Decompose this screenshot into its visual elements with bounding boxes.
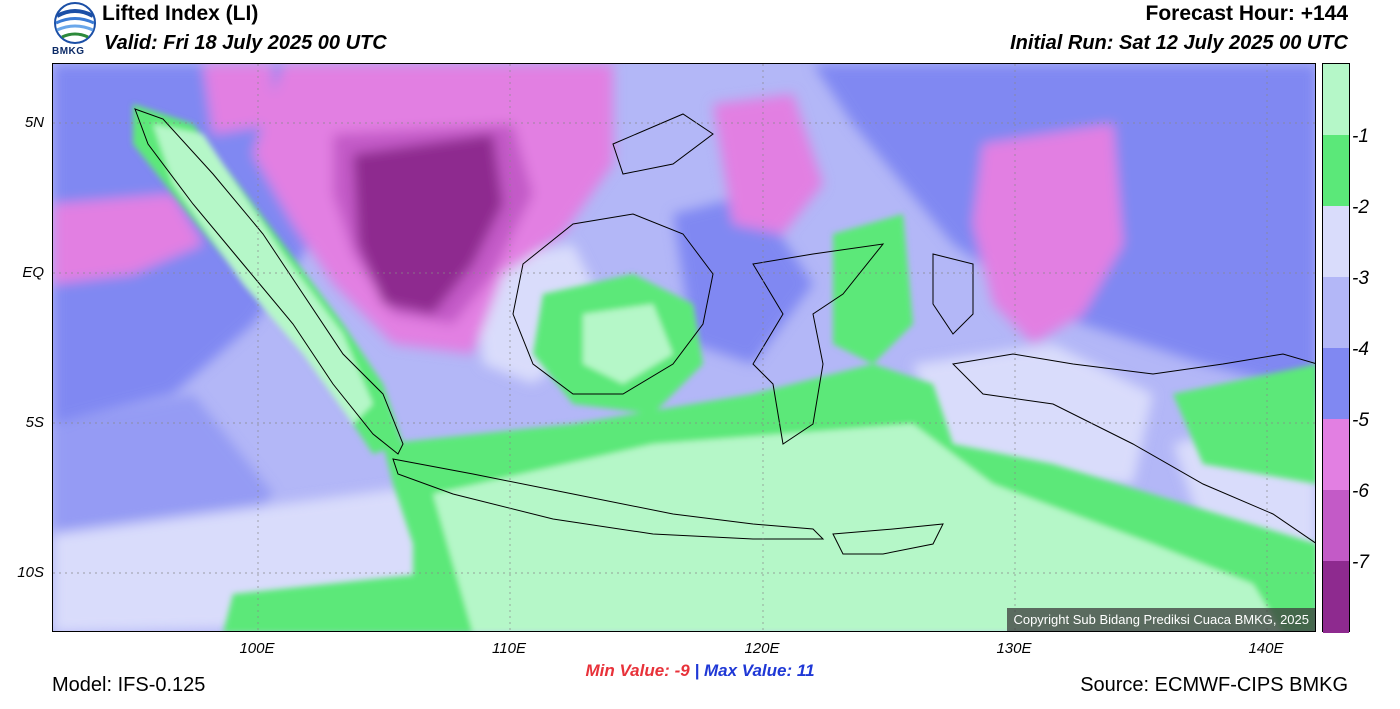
field-region: [433, 424, 1282, 631]
island-sulawesi: [752, 243, 885, 445]
colorbar-segment: [1323, 135, 1349, 206]
island-timor: [832, 523, 944, 555]
field-region: [153, 124, 373, 424]
bmkg-logo: BMKG: [50, 0, 100, 60]
lat-label-5s: 5S: [25, 414, 44, 431]
bmkg-logo-icon: [54, 2, 96, 44]
lon-label-110e: 110E: [492, 640, 526, 657]
lat-label-eq: EQ: [22, 264, 44, 281]
colorbar-label: -4: [1352, 339, 1369, 360]
min-max-values: Min Value: -9 | Max Value: 11: [0, 661, 1400, 681]
colorbar-label: -2: [1352, 197, 1369, 218]
colorbar-segment: [1323, 277, 1349, 348]
data-source: Source: ECMWF-CIPS BMKG: [1080, 674, 1348, 696]
initial-run: Initial Run: Sat 12 July 2025 00 UTC: [1010, 32, 1348, 54]
logo-text: BMKG: [52, 46, 85, 57]
field-region: [53, 194, 203, 284]
island-sumatra: [134, 108, 404, 455]
min-label: Min Value:: [585, 661, 670, 680]
field-region: [583, 304, 673, 384]
colorbar-segment: [1323, 64, 1349, 135]
min-value: -9: [674, 661, 690, 680]
field-region: [833, 214, 913, 364]
field-region: [203, 64, 273, 134]
field-region: [353, 134, 503, 314]
lat-label-10s: 10S: [17, 564, 44, 581]
lon-label-120e: 120E: [744, 640, 780, 657]
coastlines: [134, 108, 1315, 555]
lon-label-100e: 100E: [239, 640, 275, 657]
forecast-hour: Forecast Hour: +144: [1145, 2, 1349, 25]
field-region: [973, 124, 1123, 344]
colorbar-segment: [1323, 419, 1349, 490]
valid-time: Valid: Fri 18 July 2025 00 UTC: [104, 32, 387, 54]
lifted-index-map: Copyright Sub Bidang Prediksi Cuaca BMKG…: [52, 63, 1316, 632]
lat-label-5n: 5N: [24, 114, 44, 131]
colorbar-label: -3: [1352, 268, 1369, 289]
colorbar-label: -7: [1352, 552, 1369, 573]
max-value: 11: [796, 661, 815, 680]
island-north: [612, 113, 714, 175]
copyright-notice: Copyright Sub Bidang Prediksi Cuaca BMKG…: [1007, 608, 1315, 631]
field-region: [223, 574, 433, 631]
island-java: [392, 458, 825, 540]
map-canvas: [53, 64, 1315, 631]
model-name: Model: IFS-0.125: [52, 674, 206, 696]
lon-label-140e: 140E: [1248, 640, 1284, 657]
field-region: [713, 94, 823, 234]
map-title: Lifted Index (LI): [102, 2, 259, 25]
island-halmahera: [932, 253, 974, 335]
island-borneo: [512, 213, 714, 395]
colorbar-segment: [1323, 561, 1349, 633]
colorbar-label: -6: [1352, 481, 1369, 502]
max-label: Max Value:: [703, 661, 793, 680]
colorbar-segment: [1323, 206, 1349, 277]
colorbar-label: -1: [1352, 126, 1369, 147]
colorbar-label: -5: [1352, 410, 1369, 431]
colorbar-segment: [1323, 490, 1349, 561]
colorbar: [1322, 63, 1350, 633]
field-region: [1173, 364, 1315, 484]
gridlines: [53, 64, 1315, 631]
colorbar-segment: [1323, 348, 1349, 419]
min-max-separator: |: [694, 661, 700, 680]
green-shading: [133, 104, 1315, 631]
island-papua: [951, 353, 1315, 544]
lon-label-130e: 130E: [996, 640, 1032, 657]
